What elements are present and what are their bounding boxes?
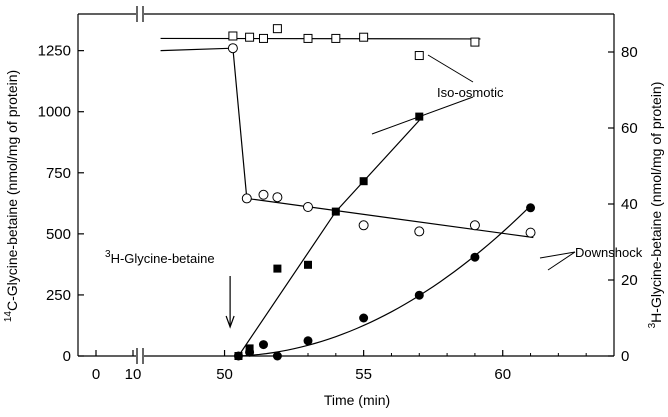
point-open-square bbox=[414, 51, 424, 61]
y-left-tick-label: 500 bbox=[46, 226, 71, 243]
point-filled-circle bbox=[470, 252, 480, 262]
data-marks bbox=[227, 24, 536, 361]
point-filled-circle bbox=[414, 290, 424, 300]
leader-downshock bbox=[539, 251, 576, 259]
y-left-superscript: 14 bbox=[3, 311, 14, 323]
y-left-tick-label: 750 bbox=[46, 165, 71, 182]
point-filled-circle bbox=[258, 340, 268, 350]
point-open-square bbox=[470, 37, 480, 47]
point-open-square bbox=[228, 31, 238, 41]
x-tick-label: 50 bbox=[216, 366, 233, 383]
fit-curve-filled-circles bbox=[238, 205, 531, 357]
point-open-square bbox=[359, 32, 369, 42]
point-open-square bbox=[331, 33, 341, 43]
y-right-superscript: 3 bbox=[647, 322, 658, 328]
point-filled-circle bbox=[526, 203, 536, 213]
point-filled-square bbox=[304, 260, 312, 269]
annotation-3h-superscript: 3 bbox=[105, 249, 111, 260]
y-left-tick-label: 250 bbox=[46, 287, 71, 304]
point-open-circle bbox=[414, 226, 425, 237]
y-left-tick-label: 0 bbox=[63, 348, 71, 365]
point-filled-circle bbox=[359, 313, 369, 323]
annotation-iso-osmotic: Iso-osmotic bbox=[437, 85, 504, 100]
axis-ticks: 0 10 50 55 60 0 250 500 750 1000 1250 0 20 40 60 80 bbox=[38, 43, 638, 383]
axis-break-gap-bottom bbox=[137, 347, 143, 365]
x-tick-label: 55 bbox=[355, 366, 372, 383]
point-filled-circle bbox=[303, 336, 313, 346]
point-open-square bbox=[258, 33, 268, 43]
annotation-arrow-head bbox=[225, 315, 235, 329]
x-axis-title: Time (min) bbox=[324, 392, 390, 408]
fit-line-filled-squares bbox=[237, 119, 420, 357]
y-axis-right-title: 3H-Glycine-betaine (nmol/mg of protein) bbox=[647, 82, 664, 329]
y-axis-left-title: 14C-Glycine-betaine (nmol/mg of protein) bbox=[3, 70, 20, 322]
annotation-leaders bbox=[225, 54, 576, 329]
point-open-circle bbox=[358, 220, 369, 231]
point-open-circle bbox=[258, 189, 269, 200]
fit-line-downshock bbox=[160, 47, 534, 239]
annotation-label-3h: 3H-Glycine-betaine bbox=[105, 249, 215, 266]
point-filled-circle bbox=[245, 347, 255, 357]
annotation-downshock: Downshock bbox=[575, 245, 643, 260]
leader-iso-osmotic bbox=[427, 54, 474, 83]
point-filled-square bbox=[273, 264, 282, 273]
x-tick-label: 10 bbox=[125, 366, 142, 383]
point-filled-circle bbox=[272, 351, 282, 361]
y-left-tick-label: 1250 bbox=[38, 43, 71, 60]
point-filled-circle bbox=[233, 351, 243, 361]
x-tick-label: 0 bbox=[92, 366, 100, 383]
point-open-circle bbox=[241, 193, 252, 204]
leader-iso-osmotic-lower bbox=[371, 96, 474, 135]
point-open-square bbox=[272, 24, 282, 34]
point-open-circle bbox=[469, 220, 480, 231]
axis-break-gap-top bbox=[137, 5, 143, 23]
point-open-square bbox=[245, 32, 255, 42]
y-right-title-text: H-Glycine-betaine (nmol/mg of protein) bbox=[648, 82, 664, 323]
point-open-square bbox=[303, 33, 313, 43]
point-open-circle bbox=[227, 43, 238, 54]
point-filled-square bbox=[359, 177, 368, 186]
y-right-tick-label: 40 bbox=[621, 196, 638, 213]
leader-downshock-lower bbox=[547, 251, 576, 271]
y-right-tick-label: 0 bbox=[621, 348, 629, 365]
y-right-tick-label: 20 bbox=[621, 272, 638, 289]
y-left-tick-label: 1000 bbox=[38, 104, 71, 121]
plot-frame bbox=[77, 5, 615, 365]
x-tick-label: 60 bbox=[494, 366, 511, 383]
point-open-circle bbox=[525, 227, 536, 238]
annotation-3h-text: H-Glycine-betaine bbox=[111, 251, 215, 266]
y-right-tick-label: 60 bbox=[621, 120, 638, 137]
y-right-tick-label: 80 bbox=[621, 44, 638, 61]
point-filled-square bbox=[331, 207, 340, 216]
point-open-circle bbox=[303, 201, 313, 212]
y-left-title-text: C-Glycine-betaine (nmol/mg of protein) bbox=[4, 70, 20, 311]
point-open-circle bbox=[272, 192, 283, 203]
